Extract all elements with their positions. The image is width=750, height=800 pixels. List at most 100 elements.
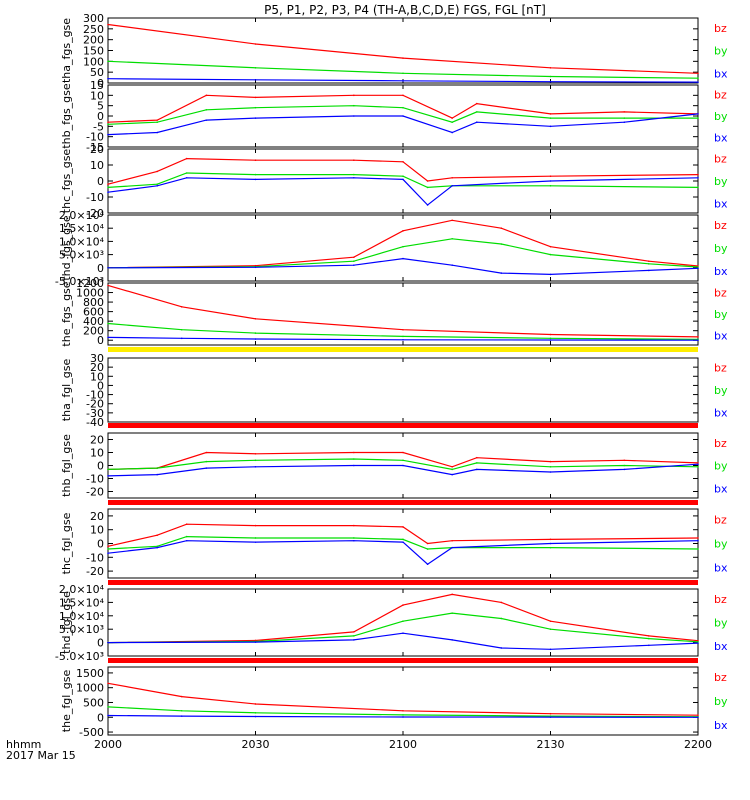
- data-point-bz: [697, 336, 699, 338]
- y-axis-label: thc_fgl_gse: [60, 512, 73, 574]
- data-point-bx: [402, 338, 404, 341]
- y-tick-label: 1.0×10⁴: [59, 610, 105, 623]
- data-point-bx: [185, 539, 188, 542]
- data-point-bz: [549, 245, 552, 248]
- data-point-by: [185, 172, 188, 174]
- data-point-bz: [353, 256, 355, 259]
- data-point-bz: [623, 459, 626, 462]
- y-tick-label: 0: [97, 262, 104, 275]
- data-point-bx: [254, 117, 257, 119]
- y-tick-label: 0: [97, 460, 104, 473]
- y-tick-label: 1200: [76, 277, 104, 290]
- y-tick-label: -15: [86, 141, 104, 154]
- data-point-bx: [697, 463, 699, 466]
- data-point-bx: [451, 264, 453, 266]
- status-bar: [108, 580, 698, 585]
- legend-entry-by: by: [714, 460, 728, 473]
- data-point-bx: [402, 178, 404, 181]
- data-point-by: [180, 709, 183, 712]
- y-tick-label: 800: [83, 296, 104, 309]
- x-tick-label: 2130: [537, 738, 565, 751]
- data-point-by: [549, 546, 552, 549]
- data-point-bx: [254, 78, 257, 81]
- y-tick-label: 5: [97, 100, 104, 113]
- legend: bz by bx: [714, 153, 728, 211]
- data-point-by: [156, 183, 158, 185]
- series-line-bz: [107, 682, 699, 716]
- data-point-by: [254, 173, 257, 176]
- data-point-bz: [156, 119, 158, 121]
- data-point-by: [156, 545, 158, 548]
- data-point-bz: [254, 317, 257, 320]
- legend: bz by bx: [714, 593, 728, 653]
- y-tick-label: 250: [83, 23, 104, 36]
- series-line-bx: [107, 714, 699, 718]
- data-point-bx: [500, 272, 503, 274]
- data-point-by: [402, 175, 404, 177]
- series-line-by: [107, 612, 699, 644]
- data-point-bx: [107, 552, 109, 554]
- panel-frame: [107, 588, 699, 657]
- data-point-bz: [697, 537, 699, 539]
- y-tick-label: -20: [86, 207, 104, 220]
- legend-entry-bz: bz: [714, 153, 727, 166]
- panel-frame: [107, 666, 699, 736]
- status-bar: [108, 658, 698, 663]
- data-point-by: [500, 617, 503, 620]
- data-point-bx: [451, 131, 453, 134]
- data-point-bz: [549, 712, 552, 715]
- data-point-bx: [156, 546, 158, 549]
- data-point-bx: [254, 466, 257, 468]
- y-tick-label: -5.0×10³: [55, 275, 104, 288]
- legend-entry-by: by: [714, 538, 728, 551]
- data-point-bz: [549, 333, 552, 336]
- data-point-bx: [254, 541, 257, 543]
- x-tick-label: 2030: [242, 738, 270, 751]
- data-point-by: [402, 620, 404, 622]
- y-tick-label: -5: [93, 120, 104, 133]
- data-point-bz: [402, 526, 404, 528]
- data-point-by: [205, 460, 208, 463]
- panel-frame: [107, 508, 699, 579]
- data-point-by: [107, 548, 109, 550]
- data-point-by: [451, 612, 453, 614]
- data-point-by: [107, 123, 109, 126]
- legend-entry-bz: bz: [714, 22, 727, 35]
- data-point-by: [549, 253, 552, 256]
- data-point-bz: [156, 170, 158, 173]
- data-point-by: [549, 337, 552, 340]
- data-point-by: [353, 458, 355, 460]
- panel-thc-fgs: 20 10 0 -10 -20 thc_fgs_gse bz by bx: [60, 143, 728, 220]
- data-point-by: [475, 462, 478, 464]
- legend-entry-bz: bz: [714, 437, 727, 450]
- data-point-bx: [402, 632, 404, 635]
- data-point-bx: [623, 121, 626, 123]
- time-row-label: hhmm: [6, 738, 41, 751]
- data-point-by: [402, 538, 404, 541]
- data-point-bx: [426, 204, 429, 206]
- data-point-bz: [549, 460, 552, 463]
- data-point-bz: [402, 230, 404, 232]
- legend: bz by bx: [714, 219, 728, 278]
- legend: bz by bx: [714, 513, 728, 574]
- time-axis: 2000 2030 2100 2130 2200: [94, 738, 712, 751]
- status-bar: [108, 500, 698, 505]
- data-point-by: [254, 67, 257, 69]
- y-tick-label: 20: [90, 143, 104, 156]
- data-point-by: [549, 185, 552, 187]
- data-point-by: [697, 640, 699, 643]
- y-tick-label: 10: [90, 447, 104, 460]
- data-point-bx: [500, 647, 503, 649]
- data-point-bz: [156, 534, 158, 537]
- data-point-bx: [549, 180, 552, 182]
- data-point-bx: [426, 563, 429, 565]
- legend-entry-by: by: [714, 384, 728, 397]
- legend-entry-by: by: [714, 175, 728, 188]
- y-tick-label: 500: [83, 696, 104, 709]
- data-point-bz: [451, 466, 453, 468]
- data-point-bx: [549, 80, 552, 83]
- data-point-bz: [107, 545, 109, 548]
- y-axis-label: tha_fgl_gse: [60, 359, 73, 422]
- y-tick-label: 0: [97, 637, 104, 650]
- data-point-bx: [549, 125, 552, 128]
